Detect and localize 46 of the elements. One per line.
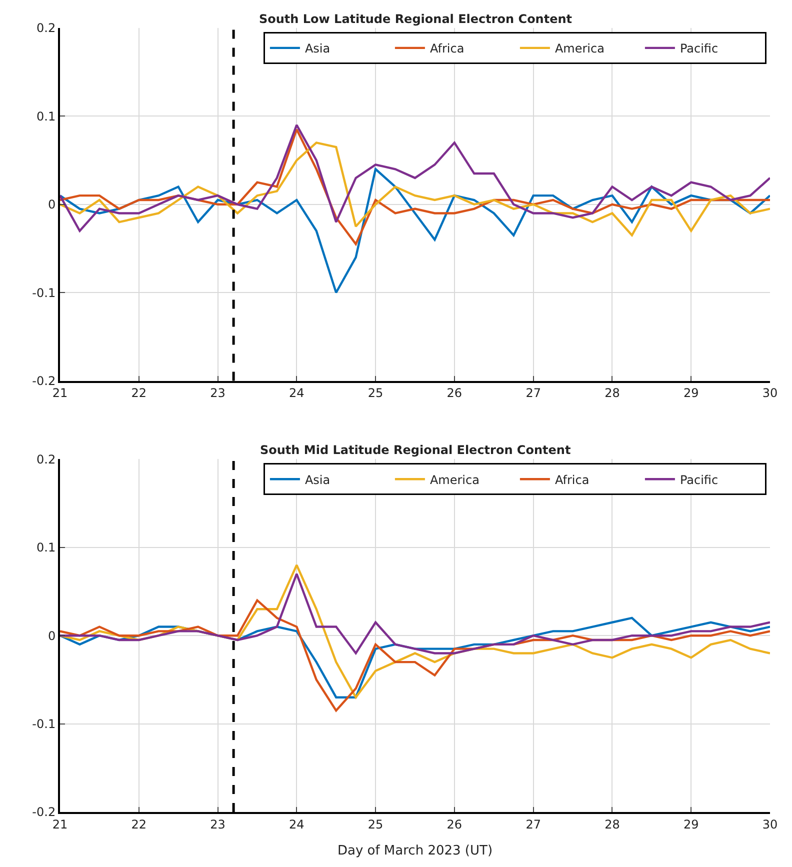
x-tick-label: 25 — [368, 817, 384, 832]
x-tick-label: 26 — [446, 817, 462, 832]
x-axis-title: Day of March 2023 (UT) — [337, 844, 493, 858]
y-tick-label: -0.2 — [32, 805, 56, 820]
x-tick-label: 25 — [368, 386, 384, 400]
chart-title: South Mid Latitude Regional Electron Content — [260, 443, 571, 457]
x-tick-label: 28 — [604, 817, 620, 832]
x-tick-label: 27 — [526, 386, 541, 400]
legend-label: Pacific — [680, 472, 718, 487]
x-tick-label: 29 — [683, 386, 699, 400]
y-tick-label: -0.2 — [32, 374, 56, 388]
x-tick-label: 23 — [210, 817, 226, 832]
y-tick-label: 0.2 — [36, 21, 56, 36]
y-tick-label: 0.2 — [36, 452, 56, 466]
legend-label: America — [430, 472, 480, 487]
legend-label: America — [554, 42, 604, 56]
x-tick-label: 24 — [289, 386, 304, 400]
line-series — [60, 142, 770, 236]
y-tick-label: -0.1 — [32, 286, 56, 300]
x-tick-label: 23 — [210, 386, 226, 400]
y-tick-label: 0 — [48, 628, 56, 643]
x-tick-label: 27 — [526, 817, 541, 832]
legend-label: Asia — [304, 42, 330, 56]
chart-title: South Low Latitude Regional Electron Content — [259, 12, 572, 26]
legend-label: Asia — [304, 472, 330, 487]
x-tick-label: 28 — [604, 386, 620, 400]
x-tick-label: 29 — [683, 817, 699, 832]
line-series — [60, 599, 770, 712]
x-tick-label: 30 — [762, 386, 778, 400]
line-series — [60, 572, 770, 654]
x-tick-label: 30 — [762, 817, 778, 832]
x-tick-label: 24 — [289, 817, 304, 832]
legend-label: Africa — [430, 42, 464, 56]
y-tick-label: -0.1 — [32, 717, 56, 731]
x-tick-label: 21 — [52, 817, 68, 832]
x-tick-label: 22 — [131, 817, 147, 832]
y-tick-label: 0 — [48, 198, 56, 212]
x-tick-label: 26 — [446, 386, 462, 400]
y-tick-label: 0.1 — [36, 540, 56, 555]
x-tick-label: 21 — [52, 386, 68, 400]
line-series — [60, 564, 770, 698]
legend-label: Pacific — [680, 42, 718, 56]
x-tick-label: 22 — [131, 386, 147, 400]
legend-label: Africa — [554, 472, 590, 487]
line-series — [60, 168, 770, 294]
y-tick-label: 0.1 — [36, 109, 56, 124]
